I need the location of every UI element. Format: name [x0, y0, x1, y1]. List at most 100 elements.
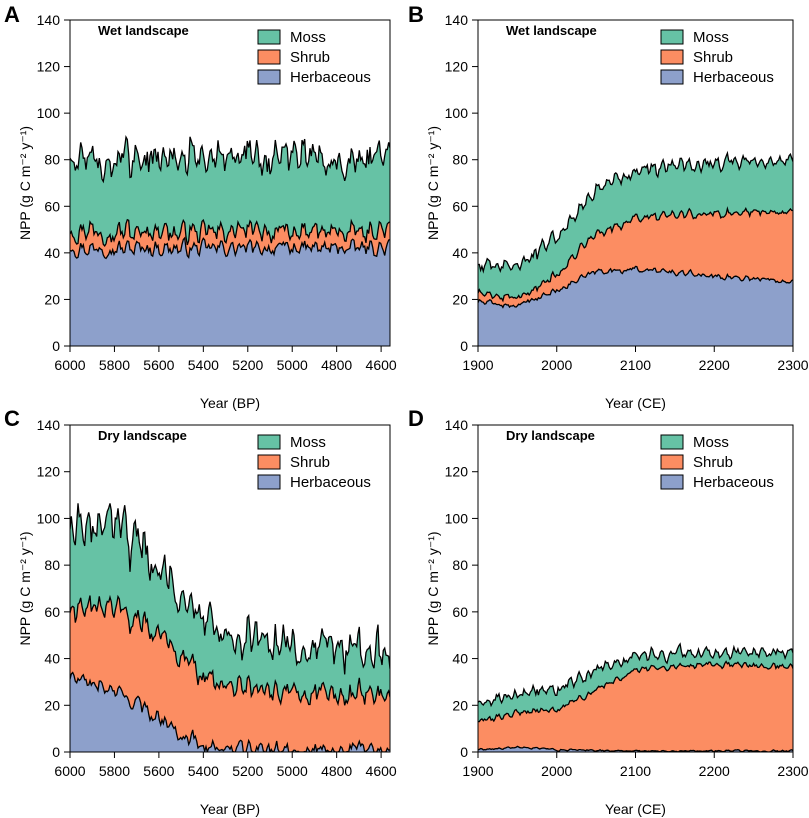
y-tick-label: 100	[445, 105, 469, 121]
x-tick-label: 5800	[99, 357, 130, 373]
x-axis-label: Year (CE)	[605, 395, 666, 411]
x-tick-label: 2100	[620, 357, 651, 373]
y-tick-label: 0	[460, 744, 468, 760]
y-tick-label: 140	[445, 12, 469, 28]
panel-letter: A	[4, 2, 20, 27]
y-tick-label: 120	[37, 464, 61, 480]
legend-label-shrub: Shrub	[290, 49, 330, 66]
legend-label-herbaceous: Herbaceous	[290, 69, 371, 86]
y-tick-label: 140	[37, 12, 61, 28]
y-axis-label: NPP (g C m⁻² y⁻¹)	[17, 531, 33, 645]
y-tick-label: 60	[452, 198, 468, 214]
panel-title: Wet landscape	[506, 23, 597, 38]
y-tick-label: 60	[44, 604, 60, 620]
y-tick-label: 80	[452, 152, 468, 168]
y-tick-label: 100	[37, 105, 61, 121]
y-axis-label: NPP (g C m⁻² y⁻¹)	[17, 126, 33, 240]
plot-frame	[69, 19, 391, 347]
line-herbaceous	[70, 671, 390, 752]
legend-swatch-shrub	[660, 49, 684, 65]
legend-swatch-shrub	[257, 454, 281, 470]
plot-area	[478, 150, 793, 346]
x-tick-label: 1900	[462, 763, 493, 779]
legend-label-moss: Moss	[290, 434, 326, 451]
x-tick-label: 2300	[777, 763, 808, 779]
x-tick-label: 2000	[541, 357, 572, 373]
panel-d: 0 20 40 60 80 100 120 140 1900 2000 2100 2200 2300 Ye…	[408, 406, 809, 817]
plot-area	[70, 135, 390, 346]
legend-swatch-herbaceous	[660, 69, 684, 85]
y-axis-label: NPP (g C m⁻² y⁻¹)	[425, 531, 441, 645]
legend-swatch-shrub	[660, 454, 684, 470]
x-tick-label: 5000	[277, 357, 308, 373]
legend-label-herbaceous: Herbaceous	[290, 474, 371, 491]
line-moss	[478, 150, 793, 274]
panel-title: Dry landscape	[506, 428, 595, 443]
x-tick-label: 5600	[143, 763, 174, 779]
x-tick-label: 5000	[277, 763, 308, 779]
y-tick-label: 0	[52, 338, 60, 354]
x-axis-label: Year (BP)	[200, 801, 260, 817]
y-tick-label: 20	[44, 291, 60, 307]
x-tick-label: 5400	[188, 763, 219, 779]
y-tick-label: 100	[37, 510, 61, 526]
y-tick-label: 20	[452, 697, 468, 713]
legend-label-shrub: Shrub	[693, 49, 733, 66]
legend-swatch-herbaceous	[257, 69, 281, 85]
area-herbaceous	[70, 672, 390, 752]
area-moss	[478, 643, 793, 722]
line-shrub	[70, 218, 390, 247]
y-tick-label: 100	[445, 510, 469, 526]
area-moss	[70, 136, 390, 246]
y-tick-label: 60	[452, 604, 468, 620]
x-tick-label: 5400	[188, 357, 219, 373]
y-tick-label: 0	[52, 744, 60, 760]
y-tick-label: 140	[37, 417, 61, 433]
line-herbaceous	[70, 236, 390, 260]
y-tick-label: 80	[452, 557, 468, 573]
area-shrub	[70, 219, 390, 259]
legend-swatch-moss	[660, 434, 684, 450]
panel-c: 0 20 40 60 80 100 120 140 6000 5800 5600 5400 5200 50…	[4, 406, 397, 817]
y-tick-label: 140	[445, 417, 469, 433]
y-tick-label: 120	[445, 464, 469, 480]
area-shrub	[70, 595, 390, 752]
legend-swatch-moss	[660, 29, 684, 45]
x-tick-label: 2200	[699, 357, 730, 373]
panel-letter: B	[408, 2, 424, 27]
legend-label-moss: Moss	[290, 29, 326, 46]
area-shrub	[478, 661, 793, 752]
x-tick-label: 6000	[54, 763, 85, 779]
plot-area	[478, 642, 793, 752]
y-tick-label: 60	[44, 198, 60, 214]
line-moss	[70, 135, 390, 184]
x-tick-label: 4800	[321, 357, 352, 373]
y-tick-label: 120	[445, 59, 469, 75]
x-tick-label: 5600	[143, 357, 174, 373]
x-tick-label: 2200	[699, 763, 730, 779]
x-tick-label: 5800	[99, 763, 130, 779]
panel-letter: C	[4, 406, 20, 431]
panel-letter: D	[408, 406, 424, 431]
line-herbaceous	[478, 265, 793, 309]
y-tick-label: 0	[460, 338, 468, 354]
x-tick-label: 4800	[321, 763, 352, 779]
x-tick-label: 1900	[462, 357, 493, 373]
x-tick-label: 4600	[366, 763, 397, 779]
x-axis-label: Year (CE)	[605, 801, 666, 817]
y-tick-label: 40	[44, 245, 60, 261]
y-tick-label: 20	[44, 697, 60, 713]
panel-b: 0 20 40 60 80 100 120 140 1900 2000 2100 2200 2300 Ye…	[408, 2, 809, 411]
area-shrub	[478, 208, 793, 308]
line-shrub	[478, 206, 793, 303]
y-tick-label: 40	[44, 651, 60, 667]
x-tick-label: 5200	[232, 357, 263, 373]
legend-swatch-moss	[257, 29, 281, 45]
panel-title: Dry landscape	[98, 428, 187, 443]
legend-label-shrub: Shrub	[290, 454, 330, 471]
line-herbaceous	[478, 745, 793, 752]
line-moss	[70, 503, 390, 675]
legend-swatch-herbaceous	[660, 474, 684, 490]
plot-frame	[69, 424, 391, 753]
